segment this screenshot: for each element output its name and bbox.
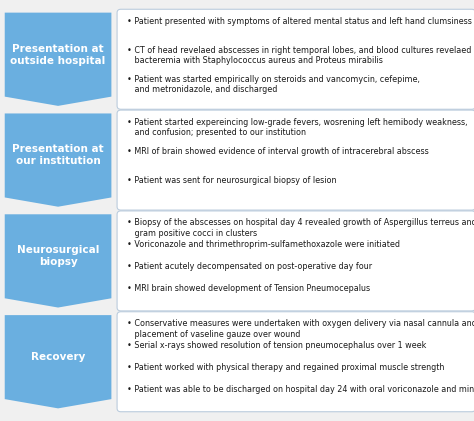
Text: • Patient was sent for neurosurgical biopsy of lesion: • Patient was sent for neurosurgical bio… <box>127 176 336 185</box>
Text: • Patient worked with physical therapy and regained proximal muscle strength: • Patient worked with physical therapy a… <box>127 363 444 372</box>
FancyBboxPatch shape <box>117 9 474 109</box>
FancyBboxPatch shape <box>117 110 474 210</box>
Text: Neurosurgical
biopsy: Neurosurgical biopsy <box>17 245 99 267</box>
Text: Presentation at
outside hospital: Presentation at outside hospital <box>10 44 106 66</box>
Text: • Patient started expereincing low-grade fevers, wosrening left hemibody weaknes: • Patient started expereincing low-grade… <box>127 117 467 137</box>
Text: Presentation at
our institution: Presentation at our institution <box>12 144 104 166</box>
Text: • Patient acutely decompensated on post-operative day four: • Patient acutely decompensated on post-… <box>127 262 372 271</box>
Text: Recovery: Recovery <box>31 352 85 362</box>
Polygon shape <box>5 214 111 307</box>
Text: • Conservative measures were undertaken with oxygen delivery via nasal cannula a: • Conservative measures were undertaken … <box>127 319 474 339</box>
Text: • Serial x-rays showed resolution of tension pneumocephalus over 1 week: • Serial x-rays showed resolution of ten… <box>127 341 426 350</box>
Text: • Voriconazole and thrimethroprim-sulfamethoxazole were initiated: • Voriconazole and thrimethroprim-sulfam… <box>127 240 400 249</box>
Polygon shape <box>5 113 111 207</box>
FancyBboxPatch shape <box>117 211 474 311</box>
Text: • Patient presented with symptoms of altered mental status and left hand clumsin: • Patient presented with symptoms of alt… <box>127 17 472 26</box>
FancyBboxPatch shape <box>117 312 474 412</box>
Text: • MRI of brain showed evidence of interval growth of intracerebral abscess: • MRI of brain showed evidence of interv… <box>127 147 428 156</box>
Text: • Patient was started empirically on steroids and vancomycin, cefepime,
   and m: • Patient was started empirically on ste… <box>127 75 419 94</box>
Text: • CT of head revelaed abscesses in right temporal lobes, and blood cultures reve: • CT of head revelaed abscesses in right… <box>127 46 471 65</box>
Polygon shape <box>5 315 111 408</box>
Text: • Patient was able to be discharged on hospital day 24 with oral voriconazole an: • Patient was able to be discharged on h… <box>127 384 474 394</box>
Text: • MRI brain showed development of Tension Pneumocepalus: • MRI brain showed development of Tensio… <box>127 284 370 293</box>
Polygon shape <box>5 13 111 106</box>
Text: • Biopsy of the abscesses on hospital day 4 revealed growth of Aspergillus terre: • Biopsy of the abscesses on hospital da… <box>127 218 474 238</box>
